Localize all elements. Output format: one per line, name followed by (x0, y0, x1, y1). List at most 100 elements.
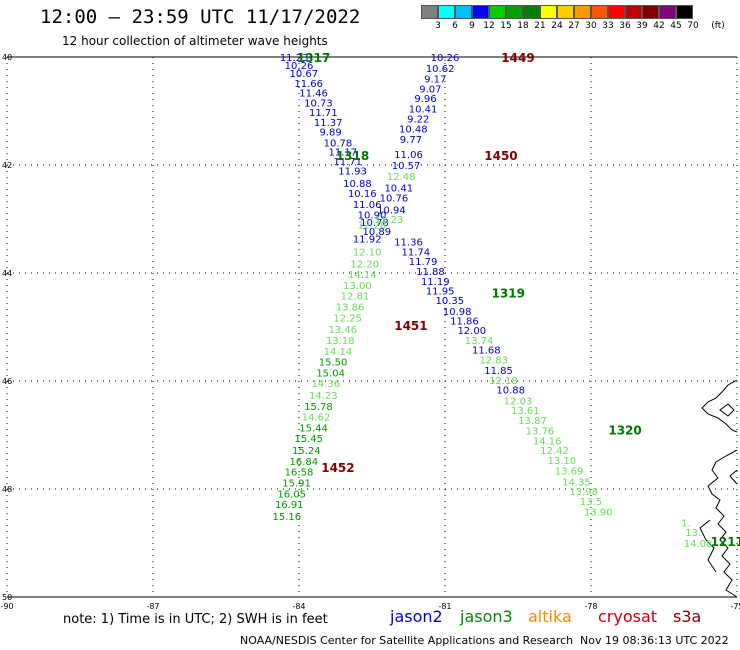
lat-tick-label: 46 (2, 377, 12, 386)
wave-height-value: 11.66 (294, 79, 323, 90)
lat-tick-label: 50 (2, 593, 12, 602)
legend-swatch (489, 5, 506, 19)
legend-label: 70 (687, 21, 699, 31)
wave-height-value: 12.23 (375, 215, 404, 226)
pass-number-label: 1317 (297, 51, 330, 65)
legend-swatch (540, 5, 557, 19)
coastline-segment (707, 449, 738, 598)
wave-height-value: 13.18 (326, 336, 355, 347)
wave-height-value: 12.10 (353, 247, 382, 258)
wave-height-value: 12.42 (540, 446, 569, 457)
wave-height-value: 10.78 (324, 138, 353, 149)
color-legend (421, 5, 693, 19)
legend-label: 36 (619, 21, 631, 31)
pass-number-label: 1449 (501, 51, 534, 65)
wave-height-value: 10.90 (358, 211, 387, 222)
coastline-segment (699, 519, 717, 573)
wave-height-value: 13.69 (555, 467, 584, 478)
legend-label: 21 (534, 21, 546, 31)
legend-swatch (506, 5, 523, 19)
wave-height-value: 12.00 (457, 326, 486, 337)
agency-credit: NOAA/NESDIS Center for Satellite Applica… (240, 634, 574, 647)
wave-height-value: 13. (685, 528, 701, 539)
pass-number-label: 1318 (336, 149, 369, 163)
wave-height-value: 14.36 (311, 379, 340, 390)
wave-height-value: 10.88 (496, 386, 525, 397)
wave-height-value: 11.86 (450, 317, 479, 328)
legend-swatch (455, 5, 472, 19)
wave-height-value: 13.61 (511, 406, 540, 417)
legend-label: 30 (585, 21, 597, 31)
pass-number-label: 1320 (608, 424, 641, 438)
wave-height-value: 11.46 (299, 89, 328, 100)
wave-height-value: 10.16 (348, 189, 377, 200)
legend-swatch (608, 5, 625, 19)
wave-height-value: 15.24 (292, 446, 321, 457)
wave-height-value: 10.89 (363, 227, 392, 238)
wave-height-value: 11.88 (416, 267, 445, 278)
wave-height-value: 12.81 (341, 292, 370, 303)
legend-swatch (421, 5, 438, 19)
wave-height-value: 11.23 (280, 53, 309, 64)
wave-height-value: 10.78 (360, 218, 389, 229)
wave-height-value: 10.98 (443, 307, 472, 318)
legend-unit: (ft) (711, 21, 725, 31)
wave-height-value: 10.41 (384, 184, 413, 195)
wave-height-value: 13.10 (547, 456, 576, 467)
coastline-segment (719, 403, 735, 417)
legend-swatch (659, 5, 676, 19)
legend-label: 18 (517, 21, 529, 31)
lon-tick-label: -78 (584, 602, 597, 611)
pass-number-label: 1450 (484, 149, 517, 163)
wave-height-value: 15.50 (319, 358, 348, 369)
wave-height-value: 11.71 (333, 157, 362, 168)
wave-height-value: 11.37 (314, 118, 343, 129)
track-pass-1318: 1318 (336, 149, 369, 163)
wave-height-value: 9.89 (320, 128, 342, 139)
legend-swatch (472, 5, 489, 19)
legend-swatch (523, 5, 540, 19)
wave-height-value: 11.92 (353, 234, 382, 245)
wave-height-value: 9.77 (400, 135, 422, 146)
wave-height-value: 13.90 (584, 508, 613, 519)
wave-height-value: 15.44 (299, 423, 328, 434)
wave-height-value: 11.36 (394, 238, 423, 249)
wave-height-value: 14.08 (684, 539, 713, 550)
wave-height-value: 10.62 (426, 64, 455, 75)
wave-height-value: 15.91 (282, 479, 311, 490)
lat-tick-label: 40 (2, 53, 12, 62)
wave-height-value: 12.28 (358, 220, 387, 231)
legend-label: 6 (452, 21, 458, 31)
wave-height-value: 11.93 (338, 166, 367, 177)
wave-height-value: 15.45 (294, 434, 323, 445)
wave-height-value: 13.46 (328, 325, 357, 336)
track-pass-1449: 10.2610.629.179.079.9610.419.2210.489.77… (273, 51, 535, 523)
pass-number-label: 1451 (394, 319, 427, 333)
legend-label: 39 (636, 21, 648, 31)
legend-swatch (438, 5, 455, 19)
wave-height-value: 10.26 (285, 61, 314, 72)
track-pass-1317: 11.2310.2610.6711.6611.4610.7311.7111.37… (280, 51, 613, 519)
legend-label: 45 (670, 21, 682, 31)
wave-height-value: 9.17 (424, 75, 446, 86)
legend-swatch (591, 5, 608, 19)
wave-height-value: 12.25 (333, 313, 362, 324)
wave-height-value: 12.48 (387, 172, 416, 183)
wave-height-value: 13.00 (343, 281, 372, 292)
wave-height-value: 16.91 (275, 500, 304, 511)
wave-height-value: 16.58 (285, 468, 314, 479)
legend-label: 42 (653, 21, 665, 31)
axis-labels: 40 42 44 46 48 50-90 -87 -84 -81 -78 -75 (0, 53, 740, 611)
wave-height-value: 11.06 (394, 150, 423, 161)
wave-height-value: 13.87 (518, 416, 547, 427)
lat-tick-label: 44 (2, 269, 12, 278)
satellite-s3a: s3a (673, 607, 702, 626)
wave-height-value: 13.76 (526, 427, 555, 438)
wave-height-value: 12.03 (504, 396, 533, 407)
satellite-jason3: jason3 (460, 607, 513, 626)
satellite-jason2: jason2 (390, 607, 443, 626)
wave-height-value: 10.76 (380, 193, 409, 204)
lon-tick-label: -75 (730, 602, 740, 611)
